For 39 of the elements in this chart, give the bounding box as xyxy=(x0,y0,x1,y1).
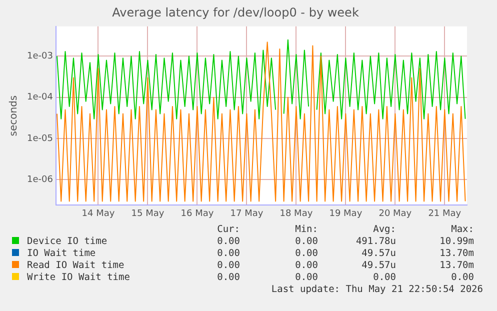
text: 0.00 xyxy=(372,272,396,284)
x-tick-label: 18 May xyxy=(280,208,314,219)
text: Min: xyxy=(294,224,318,236)
text: 13.70m xyxy=(438,248,474,260)
text: 0.00 xyxy=(216,248,240,260)
text: 0.00 xyxy=(450,272,474,284)
text: 0.00 xyxy=(294,236,318,248)
text: 49.57u xyxy=(360,260,396,272)
legend-label: IO Wait time xyxy=(26,248,97,260)
text: 0.00 xyxy=(294,260,318,272)
text: 13.70m xyxy=(438,260,474,272)
x-tick-label: 14 May xyxy=(82,208,116,219)
y-tick-label: 1e-03 xyxy=(26,52,53,62)
y-tick-label: 1e-06 xyxy=(26,175,54,186)
text: 0.00 xyxy=(294,248,318,260)
x-tick-label: 21 May xyxy=(428,208,462,219)
legend-label: Read IO Wait time xyxy=(26,260,126,272)
text: Max: xyxy=(450,224,474,236)
text: Last update: Thu May 21 22:50:54 2026 xyxy=(271,284,483,295)
x-tick-label: 19 May xyxy=(329,208,363,219)
x-tick-label: 16 May xyxy=(180,208,214,219)
text: Avg: xyxy=(372,224,396,236)
chart-title: Average latency for /dev/loop0 - by week xyxy=(112,5,359,20)
y-axis-title: seconds xyxy=(8,95,20,136)
text: 10.99m xyxy=(438,236,474,248)
x-tick-label: 17 May xyxy=(230,208,264,219)
text: 0.00 xyxy=(216,272,240,284)
text: 0.00 xyxy=(216,236,240,248)
text: 49.57u xyxy=(360,248,396,260)
text: 491.78u xyxy=(354,236,396,248)
x-tick-label: 15 May xyxy=(131,208,165,219)
y-tick-label: 1e-05 xyxy=(26,134,53,144)
text: Cur: xyxy=(216,224,240,236)
legend-label: Write IO Wait time xyxy=(26,272,131,284)
y-tick-label: 1e-04 xyxy=(26,92,54,103)
x-tick-label: 20 May xyxy=(378,208,412,219)
text: 0.00 xyxy=(216,260,240,272)
text: 0.00 xyxy=(294,272,318,284)
legend-label: Device IO time xyxy=(26,236,108,248)
